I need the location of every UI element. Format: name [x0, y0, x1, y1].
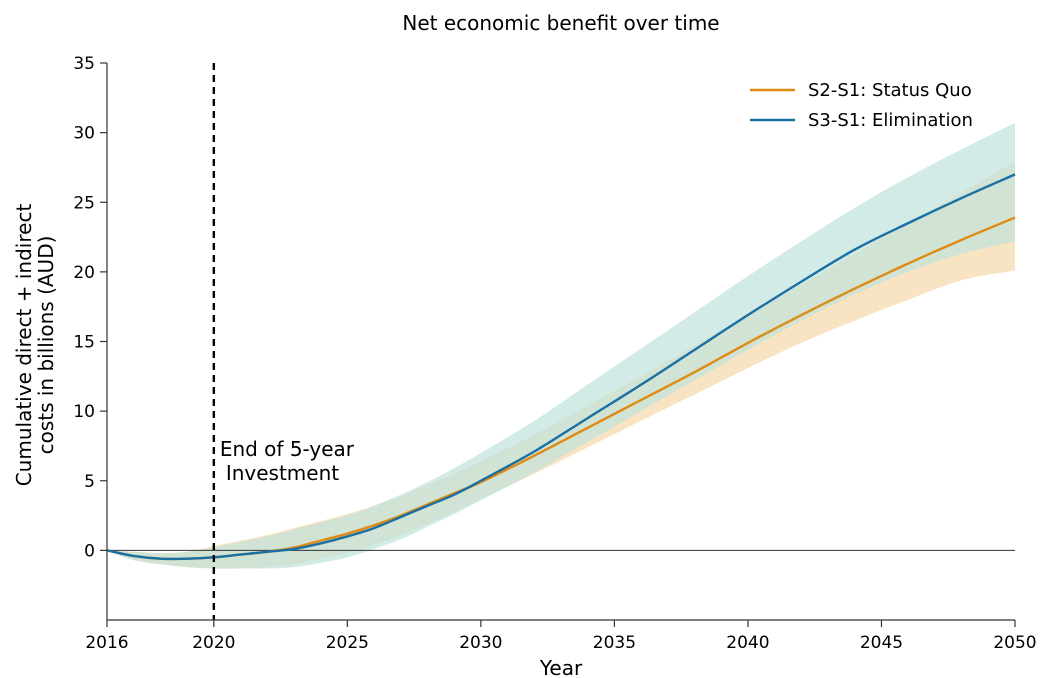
y-axis-ticks: 0 5 10 15 20 25 30 35 — [73, 54, 107, 561]
y-axis-title: Cumulative direct + indirect costs in bi… — [12, 204, 58, 487]
x-tick-label-2025: 2025 — [326, 633, 369, 653]
legend-label-2: S3-S1: Elimination — [808, 110, 973, 131]
legend: S2-S1: Status Quo S3-S1: Elimination — [750, 80, 973, 131]
y-tick-label-30: 30 — [73, 124, 95, 144]
y-tick-label-25: 25 — [73, 193, 95, 213]
y-tick-label-0: 0 — [84, 541, 95, 561]
annotation-label-line-1: End of 5-year — [220, 437, 355, 461]
x-axis-ticks: 2016 2020 2025 2030 2035 2040 2045 2050 — [85, 620, 1037, 653]
chart-title: Net economic benefit over time — [402, 11, 719, 35]
y-tick-label-10: 10 — [73, 402, 95, 422]
y-tick-label-35: 35 — [73, 54, 95, 74]
x-tick-label-2045: 2045 — [860, 633, 903, 653]
x-tick-label-2040: 2040 — [726, 633, 769, 653]
x-tick-label-2030: 2030 — [459, 633, 502, 653]
x-tick-label-2016: 2016 — [85, 633, 128, 653]
axes — [106, 63, 1015, 621]
x-tick-label-2035: 2035 — [593, 633, 636, 653]
x-axis-title: Year — [539, 656, 583, 678]
confidence-bands — [107, 122, 1015, 569]
y-tick-label-15: 15 — [73, 333, 95, 353]
x-tick-label-2020: 2020 — [192, 633, 235, 653]
y-axis-title-line-1: Cumulative direct + indirect — [12, 204, 36, 487]
y-axis-title-line-2: costs in billions (AUD) — [34, 236, 58, 455]
y-tick-label-5: 5 — [84, 472, 95, 492]
confidence-band-2 — [107, 122, 1015, 569]
legend-label-1: S2-S1: Status Quo — [808, 80, 972, 101]
annotation-label-line-2: Investment — [226, 461, 339, 485]
x-tick-label-2050: 2050 — [993, 633, 1036, 653]
y-tick-label-20: 20 — [73, 263, 95, 283]
